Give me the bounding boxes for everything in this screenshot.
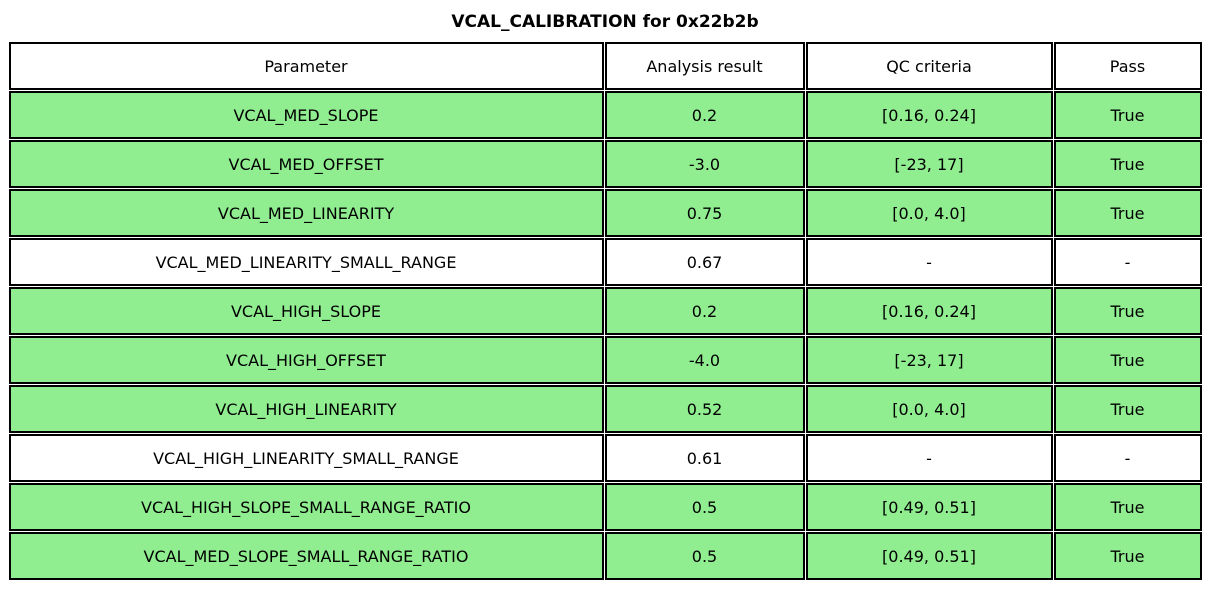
analysis-result-cell: -3.0 bbox=[604, 140, 805, 188]
column-header-analysis-result: Analysis result bbox=[604, 42, 805, 90]
qc-criteria-cell: [0.0, 4.0] bbox=[805, 189, 1053, 237]
qc-table: Parameter Analysis result QC criteria Pa… bbox=[8, 41, 1203, 581]
pass-cell: True bbox=[1053, 287, 1202, 335]
pass-cell: True bbox=[1053, 140, 1202, 188]
pass-cell: True bbox=[1053, 91, 1202, 139]
analysis-result-cell: -4.0 bbox=[604, 336, 805, 384]
analysis-result-cell: 0.5 bbox=[604, 532, 805, 580]
table-row: VCAL_MED_LINEARITY_SMALL_RANGE 0.67- - bbox=[8, 238, 1202, 286]
analysis-result-cell: 0.67 bbox=[604, 238, 805, 286]
parameter-cell: VCAL_HIGH_LINEARITY bbox=[8, 385, 604, 433]
table-row: VCAL_HIGH_LINEARITY_SMALL_RANGE 0.61- - bbox=[8, 434, 1202, 482]
qc-criteria-cell: [0.16, 0.24] bbox=[805, 91, 1053, 139]
qc-criteria-cell: - bbox=[805, 434, 1053, 482]
parameter-cell: VCAL_HIGH_SLOPE_SMALL_RANGE_RATIO bbox=[8, 483, 604, 531]
table-row: VCAL_HIGH_OFFSET -4.0 [-23, 17] True bbox=[8, 336, 1202, 384]
analysis-result-cell: 0.61 bbox=[604, 434, 805, 482]
parameter-cell: VCAL_HIGH_OFFSET bbox=[8, 336, 604, 384]
qc-criteria-cell: [-23, 17] bbox=[805, 140, 1053, 188]
parameter-cell: VCAL_MED_LINEARITY bbox=[8, 189, 604, 237]
table-row: VCAL_HIGH_SLOPE 0.2 [0.16, 0.24] True bbox=[8, 287, 1202, 335]
analysis-result-cell: 0.5 bbox=[604, 483, 805, 531]
pass-cell: - bbox=[1053, 434, 1202, 482]
qc-table-body: VCAL_MED_SLOPE 0.2 [0.16, 0.24] True VCAL_ME… bbox=[8, 91, 1202, 580]
column-header-qc-criteria: QC criteria bbox=[805, 42, 1053, 90]
parameter-cell: VCAL_MED_OFFSET bbox=[8, 140, 604, 188]
analysis-result-cell: 0.2 bbox=[604, 287, 805, 335]
pass-cell: True bbox=[1053, 189, 1202, 237]
table-row: VCAL_HIGH_LINEARITY 0.52 [0.0, 4.0] True bbox=[8, 385, 1202, 433]
qc-criteria-cell: [0.49, 0.51] bbox=[805, 483, 1053, 531]
header-row: Parameter Analysis result QC criteria Pa… bbox=[8, 42, 1202, 90]
table-row: VCAL_MED_LINEARITY 0.75 [0.0, 4.0] True bbox=[8, 189, 1202, 237]
pass-cell: True bbox=[1053, 385, 1202, 433]
pass-cell: True bbox=[1053, 532, 1202, 580]
parameter-cell: VCAL_MED_LINEARITY_SMALL_RANGE bbox=[8, 238, 604, 286]
analysis-result-cell: 0.52 bbox=[604, 385, 805, 433]
qc-criteria-cell: [0.49, 0.51] bbox=[805, 532, 1053, 580]
pass-cell: - bbox=[1053, 238, 1202, 286]
qc-criteria-cell: [-23, 17] bbox=[805, 336, 1053, 384]
column-header-parameter: Parameter bbox=[8, 42, 604, 90]
pass-cell: True bbox=[1053, 336, 1202, 384]
pass-cell: True bbox=[1053, 483, 1202, 531]
analysis-result-cell: 0.75 bbox=[604, 189, 805, 237]
page-title: VCAL_CALIBRATION for 0x22b2b bbox=[451, 12, 759, 32]
qc-criteria-cell: [0.16, 0.24] bbox=[805, 287, 1053, 335]
qc-criteria-cell: - bbox=[805, 238, 1053, 286]
analysis-result-cell: 0.2 bbox=[604, 91, 805, 139]
qc-criteria-cell: [0.0, 4.0] bbox=[805, 385, 1053, 433]
column-header-pass: Pass bbox=[1053, 42, 1202, 90]
table-row: VCAL_MED_OFFSET -3.0 [-23, 17] True bbox=[8, 140, 1202, 188]
parameter-cell: VCAL_HIGH_LINEARITY_SMALL_RANGE bbox=[8, 434, 604, 482]
parameter-cell: VCAL_MED_SLOPE_SMALL_RANGE_RATIO bbox=[8, 532, 604, 580]
parameter-cell: VCAL_HIGH_SLOPE bbox=[8, 287, 604, 335]
table-row: VCAL_MED_SLOPE 0.2 [0.16, 0.24] True bbox=[8, 91, 1202, 139]
table-row: VCAL_MED_SLOPE_SMALL_RANGE_RATIO 0.5 [0.49… bbox=[8, 532, 1202, 580]
qc-table-header: Parameter Analysis result QC criteria Pa… bbox=[8, 42, 1202, 90]
parameter-cell: VCAL_MED_SLOPE bbox=[8, 91, 604, 139]
table-row: VCAL_HIGH_SLOPE_SMALL_RANGE_RATIO 0.5 [0.4… bbox=[8, 483, 1202, 531]
